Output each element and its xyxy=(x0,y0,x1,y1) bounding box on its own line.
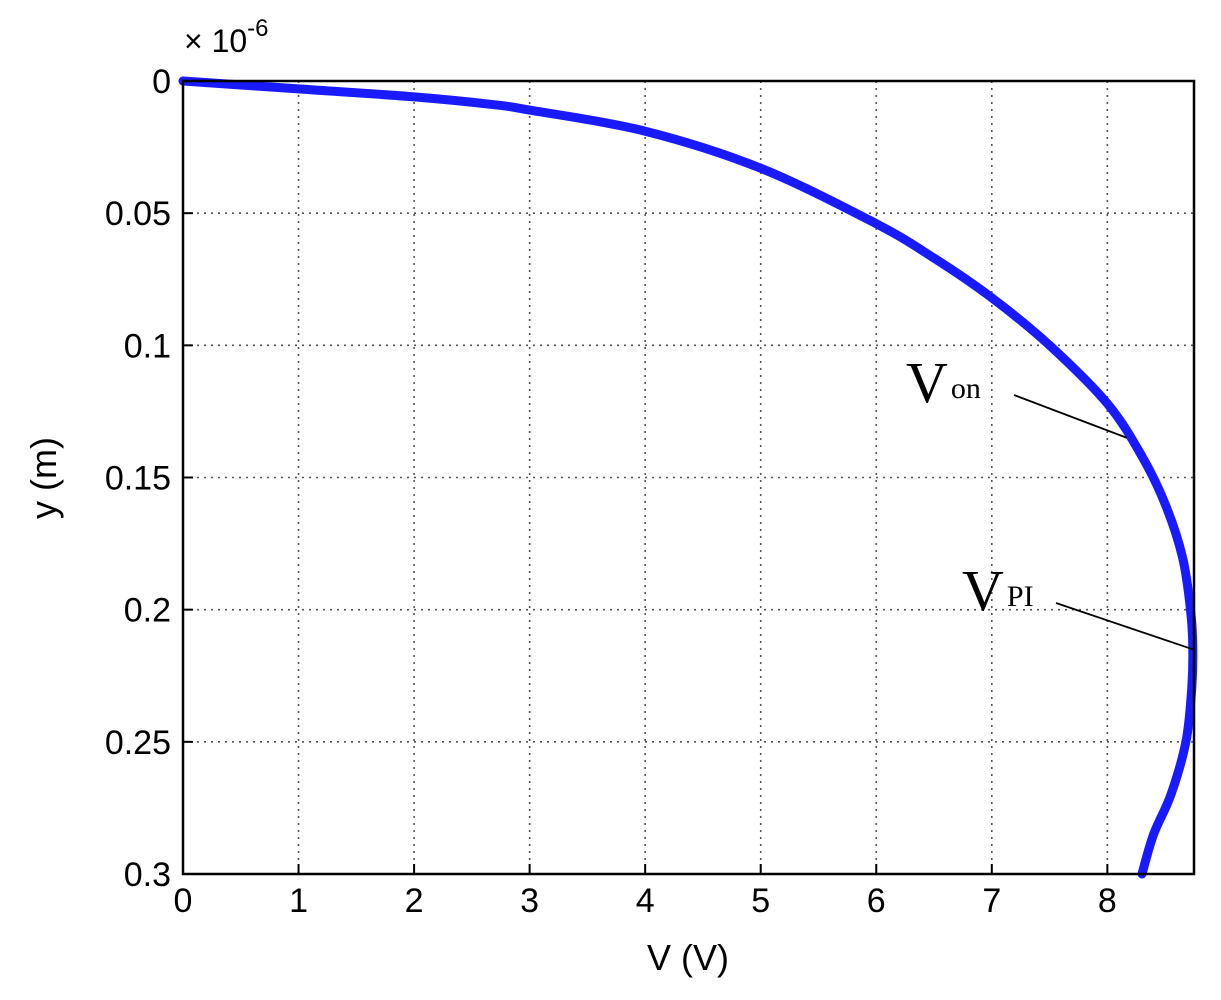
x-tick-label: 6 xyxy=(867,882,886,920)
x-tick-label: 5 xyxy=(751,882,770,920)
x-tick-label: 7 xyxy=(982,882,1001,920)
x-tick-labels: 0 1 2 3 4 5 6 7 8 xyxy=(174,864,1117,920)
y-tick-label: 0 xyxy=(152,63,171,101)
annotation-leader-line xyxy=(1055,602,1194,651)
x-tick-label: 3 xyxy=(520,882,539,920)
series-line xyxy=(178,76,1198,879)
y-tick-label: 0.15 xyxy=(105,460,171,498)
x-tick-label: 0 xyxy=(174,882,193,920)
y-axis-label: y (m) xyxy=(23,437,64,519)
annotation-leader-line xyxy=(1013,394,1128,439)
y-tick-labels: 0 0.05 0.1 0.15 0.2 0.25 0.3 xyxy=(105,63,193,894)
y-multiplier-label: × 10-6 xyxy=(184,15,269,59)
x-tick-label: 1 xyxy=(289,882,308,920)
y-tick-label: 0.2 xyxy=(124,592,171,630)
y-tick-label: 0.1 xyxy=(124,327,171,365)
y-tick-label: 0.05 xyxy=(105,195,171,233)
y-tick-label: 0.3 xyxy=(124,856,171,894)
x-tick-label: 8 xyxy=(1098,882,1117,920)
grid-lines xyxy=(183,81,1194,874)
y-tick-label: 0.25 xyxy=(105,724,171,762)
x-tick-label: 2 xyxy=(405,882,424,920)
x-axis-label: V (V) xyxy=(647,937,729,978)
x-tick-label: 4 xyxy=(636,882,655,920)
annotation-label: V PI xyxy=(962,558,1034,623)
